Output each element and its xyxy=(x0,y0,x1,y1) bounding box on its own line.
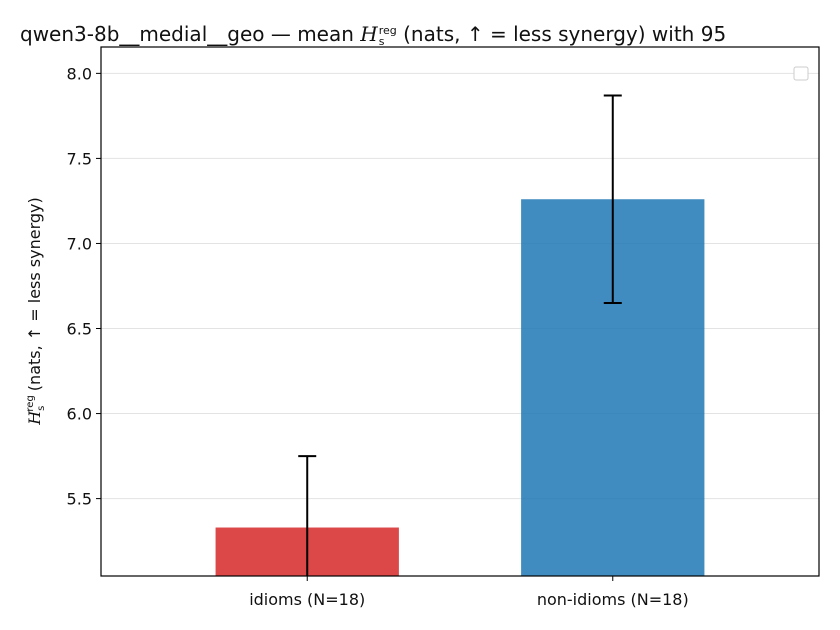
ylabel-suffix: (nats, ↑ = less synergy) xyxy=(25,197,44,391)
x-axis-ticks: idioms (N=18) non-idioms (N=18) xyxy=(249,576,689,609)
title-sub: s xyxy=(378,34,385,48)
title-suffix: (nats, ↑ = less synergy) with 95 xyxy=(403,22,727,46)
legend-box xyxy=(793,66,809,81)
ylabel-sub: s xyxy=(36,406,47,411)
y-tick-label: 6.5 xyxy=(67,320,92,339)
svg-text:Hsreg(nats, ↑ = less synergy): Hsreg (nats, ↑ = less synergy) xyxy=(25,197,47,426)
error-bars-group xyxy=(298,94,622,576)
y-tick-label: 5.5 xyxy=(67,490,92,509)
ylabel-sup: reg xyxy=(25,395,36,411)
y-axis-ticks: 5.5 6.0 6.5 7.0 7.5 8.0 xyxy=(67,64,101,509)
y-tick-label: 6.0 xyxy=(67,405,92,424)
y-tick-label: 8.0 xyxy=(67,64,92,83)
bars-group xyxy=(215,199,705,576)
title-symbol: H xyxy=(360,22,378,46)
title-sup: reg xyxy=(378,23,397,37)
ylabel-symbol: H xyxy=(25,410,44,426)
y-axis-label: Hsreg (nats, ↑ = less synergy) xyxy=(25,197,47,426)
y-tick-label: 7.5 xyxy=(67,149,92,168)
x-tick-label: non-idioms (N=18) xyxy=(537,590,689,609)
x-tick-label: idioms (N=18) xyxy=(249,590,365,609)
y-tick-label: 7.0 xyxy=(67,234,92,253)
title-prefix: qwen3-8b__medial__geo — mean xyxy=(20,22,354,46)
plot-frame xyxy=(100,46,820,577)
grid-lines xyxy=(101,72,819,500)
